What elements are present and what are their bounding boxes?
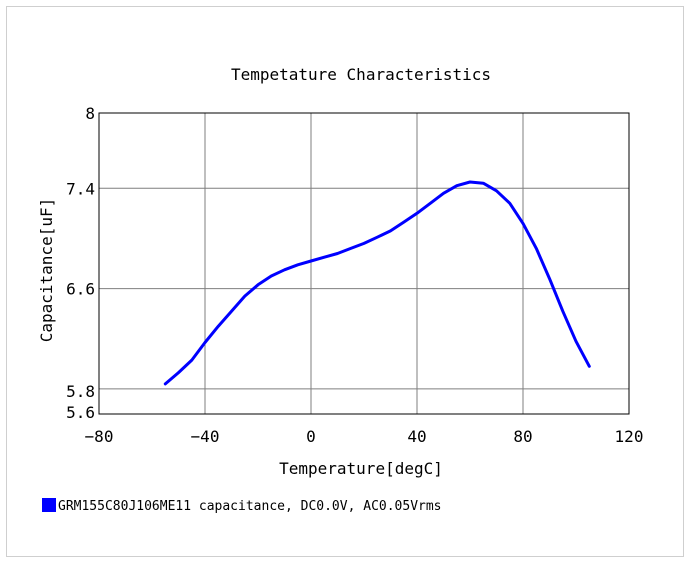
x-tick-label: 120 bbox=[615, 427, 644, 446]
x-tick-label: −80 bbox=[85, 427, 114, 446]
series-layer bbox=[163, 180, 591, 386]
y-tick-label: 5.6 bbox=[66, 403, 95, 422]
chart-title: Tempetature Characteristics bbox=[231, 65, 491, 84]
axis-tick-labels: −80 −40 0 40 80 120 5.6 5.8 6.6 7.4 8 bbox=[66, 104, 643, 446]
series-line bbox=[163, 180, 591, 386]
plot-area-border bbox=[98, 112, 630, 415]
legend-label: GRM155C80J106ME11 capacitance, DC0.0V, A… bbox=[58, 499, 442, 514]
y-tick-label: 5.8 bbox=[66, 382, 95, 401]
grid-lines bbox=[99, 113, 629, 414]
x-tick-label: 0 bbox=[306, 427, 316, 446]
legend: GRM155C80J106ME11 capacitance, DC0.0V, A… bbox=[42, 498, 442, 514]
x-tick-label: 40 bbox=[407, 427, 426, 446]
y-tick-label: 6.6 bbox=[66, 280, 95, 299]
chart-frame bbox=[6, 6, 684, 557]
legend-swatch bbox=[42, 498, 56, 512]
x-axis-label: Temperature[degC] bbox=[279, 459, 443, 478]
x-tick-label: 80 bbox=[513, 427, 532, 446]
y-tick-label: 7.4 bbox=[66, 179, 95, 198]
y-axis-label: Capacitance[uF] bbox=[37, 198, 56, 343]
x-tick-label: −40 bbox=[191, 427, 220, 446]
y-tick-label: 8 bbox=[85, 104, 95, 123]
